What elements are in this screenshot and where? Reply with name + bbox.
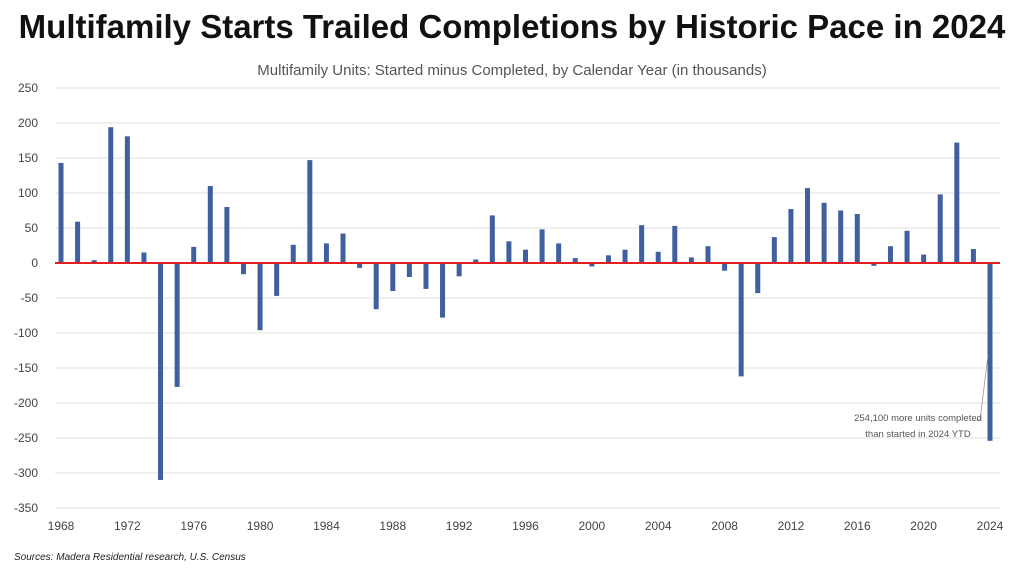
bar-1980: [257, 263, 263, 331]
bar-2013: [805, 188, 811, 263]
bar-2020: [921, 254, 927, 263]
bar-2023: [970, 249, 976, 263]
bar-2006: [688, 257, 694, 263]
y-tick-label: 200: [18, 116, 38, 130]
bar-1972: [124, 136, 130, 263]
source-note: Sources: Madera Residential research, U.…: [14, 552, 246, 563]
bar-2014: [821, 202, 827, 263]
y-tick-label: -200: [14, 396, 38, 410]
bar-2021: [937, 194, 943, 263]
bar-1995: [506, 241, 512, 263]
bar-1968: [58, 162, 64, 263]
bar-1997: [539, 229, 545, 263]
bar-2018: [887, 246, 893, 263]
bar-2015: [838, 210, 844, 263]
bar-1983: [307, 160, 313, 263]
x-tick-label: 1976: [180, 519, 207, 533]
bar-2008: [722, 263, 728, 271]
chart-title: Multifamily Starts Trailed Completions b…: [18, 8, 1006, 45]
bar-1976: [191, 246, 197, 263]
bar-1998: [556, 243, 562, 263]
bar-2007: [705, 246, 711, 263]
x-tick-label: 2020: [910, 519, 937, 533]
bar-1977: [207, 186, 213, 263]
y-tick-label: 150: [18, 151, 38, 165]
x-tick-label: 1992: [446, 519, 473, 533]
bar-2024: [987, 263, 993, 441]
bar-1974: [158, 263, 164, 480]
x-tick-label: 2004: [645, 519, 672, 533]
bar-1982: [290, 244, 296, 263]
y-tick-label: -50: [21, 291, 39, 305]
bar-2001: [605, 255, 611, 263]
bar-2004: [655, 251, 661, 263]
bar-1994: [489, 215, 495, 263]
x-tick-label: 1984: [313, 519, 340, 533]
y-tick-label: -300: [14, 466, 38, 480]
bar-2011: [771, 237, 777, 263]
bar-1969: [75, 221, 81, 263]
x-tick-label: 2016: [844, 519, 871, 533]
y-tick-label: 250: [18, 81, 38, 95]
bar-1979: [240, 263, 246, 275]
bar-1991: [440, 263, 446, 318]
bar-2003: [639, 225, 645, 263]
bar-1993: [473, 259, 479, 263]
bar-1973: [141, 252, 147, 263]
y-tick-label: -350: [14, 501, 38, 515]
bar-1985: [340, 233, 346, 263]
bar-1981: [274, 263, 280, 296]
bar-1992: [456, 263, 462, 277]
y-tick-label: -100: [14, 326, 38, 340]
x-tick-label: 1968: [48, 519, 75, 533]
bar-1970: [91, 260, 97, 263]
y-tick-label: -250: [14, 431, 38, 445]
x-tick-label: 2024: [977, 519, 1004, 533]
annotation-line-1: 254,100 more units completed: [854, 413, 982, 424]
bar-2022: [954, 142, 960, 263]
x-tick-label: 1972: [114, 519, 141, 533]
y-tick-label: -150: [14, 361, 38, 375]
bar-1990: [423, 263, 429, 289]
x-tick-label: 1996: [512, 519, 539, 533]
annotation-leader: [976, 354, 989, 421]
x-tick-label: 1988: [379, 519, 406, 533]
bar-1986: [357, 263, 363, 268]
y-tick-label: 50: [25, 221, 39, 235]
x-tick-label: 2012: [778, 519, 805, 533]
bar-1996: [523, 249, 528, 263]
bar-2017: [871, 263, 877, 266]
chart-subtitle: Multifamily Units: Started minus Complet…: [257, 62, 767, 79]
bar-2009: [738, 263, 744, 377]
bar-2005: [672, 225, 678, 263]
bar-1987: [373, 263, 379, 310]
bar-2012: [788, 209, 794, 263]
bar-1984: [323, 243, 329, 263]
bar-1975: [174, 263, 180, 387]
annotation-line-2: than started in 2024 YTD: [865, 429, 971, 440]
bar-1971: [108, 127, 114, 263]
y-tick-label: 0: [31, 256, 38, 270]
bar-1988: [390, 263, 396, 291]
bar-1978: [224, 207, 230, 263]
y-tick-label: 100: [18, 186, 38, 200]
bar-2000: [589, 263, 595, 267]
bar-1989: [406, 263, 412, 277]
bar-2019: [904, 230, 910, 263]
x-tick-label: 2008: [711, 519, 738, 533]
x-tick-label: 2000: [579, 519, 606, 533]
x-tick-label: 1980: [247, 519, 274, 533]
bar-2010: [755, 263, 761, 294]
bar-2002: [622, 249, 628, 263]
bar-2016: [854, 214, 860, 263]
bar-1999: [572, 258, 578, 263]
